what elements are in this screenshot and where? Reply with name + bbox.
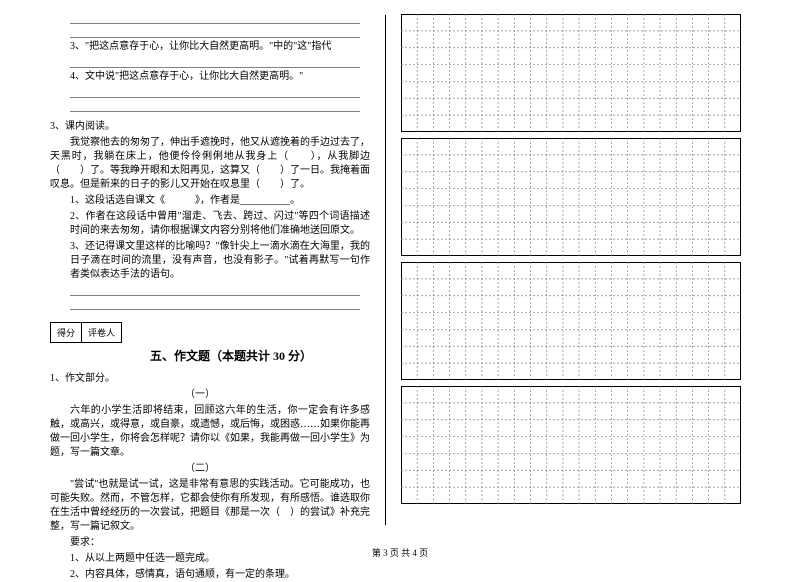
score-label-2: 评卷人 (82, 322, 122, 343)
score-label-1: 得分 (50, 322, 82, 343)
blank-line (70, 26, 360, 38)
page-footer: 第 3 页 共 4 页 (0, 546, 800, 559)
reading-q1: 1、这段话选自课文《 》，作者是__________。 (30, 194, 370, 208)
writing-grid-svg (401, 386, 741, 504)
page-container: 3、"把这点意存于心，让你比大自然更高明。"中的"这"指代 4、文中说"把这点意… (0, 0, 800, 540)
blank-line (70, 86, 360, 98)
right-column (386, 10, 741, 540)
writing-grid-svg (401, 14, 741, 132)
blank-line (70, 284, 360, 296)
left-column: 3、"把这点意存于心，让你比大自然更高明。"中的"这"指代 4、文中说"把这点意… (30, 10, 385, 540)
essay-header: 1、作文部分。 (30, 372, 370, 386)
essay-2-number: （二） (30, 462, 370, 476)
requirement-2: 2、内容具体，感情真，语句通顺，有一定的条理。 (30, 568, 370, 582)
writing-grid-panel (401, 262, 741, 380)
blank-line (70, 100, 360, 112)
essay-1-number: （一） (30, 388, 370, 402)
writing-grid-panel (401, 14, 741, 132)
writing-grid-panel (401, 138, 741, 256)
essay-2-body: "尝试"也就是试一试，这是非常有意思的实践活动。它可能成功，也可能失败。然而，不… (30, 478, 370, 534)
writing-grid-svg (401, 138, 741, 256)
section-5-title: 五、作文题（本题共计 30 分） (30, 347, 370, 364)
question-4: 4、文中说"把这点意存于心，让你比大自然更高明。" (30, 70, 370, 84)
blank-line (70, 12, 360, 24)
reading-q3: 3、还记得课文里这样的比喻吗？"像针尖上一滴水滴在大海里，我的日子滴在时间的流里… (30, 240, 370, 282)
score-box: 得分 评卷人 (50, 322, 370, 343)
writing-grid-panel (401, 386, 741, 504)
writing-grid-svg (401, 262, 741, 380)
reading-q2: 2、作者在这段话中曾用"溜走、飞去、跨过、闪过"等四个词语描述时间的来去匆匆，请… (30, 210, 370, 238)
blank-line (70, 56, 360, 68)
reading-paragraph: 我觉察他去的匆匆了，伸出手遮挽时，他又从遮挽着的手边过去了，天黑时，我躺在床上，… (30, 136, 370, 192)
question-3: 3、"把这点意存于心，让你比大自然更高明。"中的"这"指代 (30, 40, 370, 54)
essay-1-body: 六年的小学生活即将结束，回顾这六年的生活，你一定会有许多感触，或高兴，或得意，或… (30, 404, 370, 460)
blank-line (70, 298, 360, 310)
reading-section-title: 3、课内阅读。 (30, 120, 370, 134)
